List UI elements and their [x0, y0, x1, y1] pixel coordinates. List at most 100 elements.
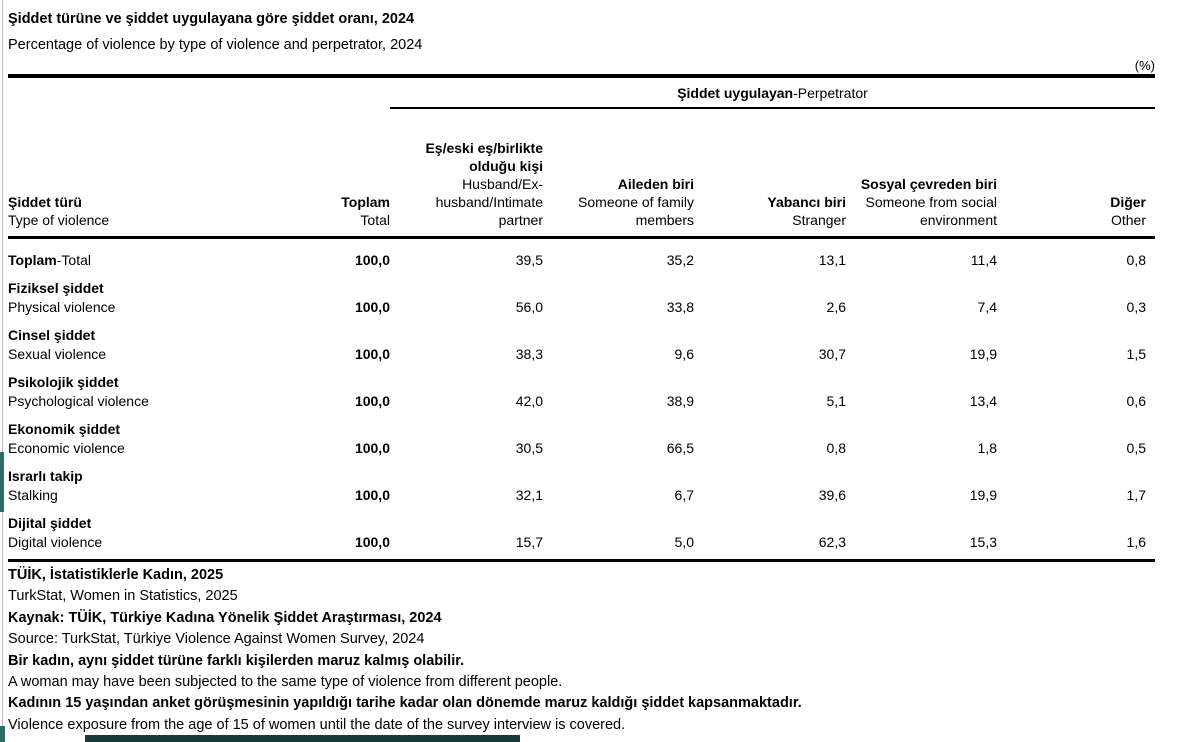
value-cell: 5,0: [674, 534, 694, 550]
row-label-tr: Fiziksel şiddet: [8, 280, 104, 296]
row-label: Ekonomik şiddet Economic violence: [8, 420, 310, 458]
value-cell: 42,0: [515, 393, 543, 409]
table-row-sexual: Cinsel şiddet Sexual violence 100,0 38,3 …: [8, 324, 1155, 371]
column-header-family: Aileden biri Someone of family members: [543, 157, 694, 229]
footnote-line: TÜİK, İstatistiklerle Kadın, 2025: [8, 567, 224, 583]
table-row-physical: Fiziksel şiddet Physical violence 100,0 5…: [8, 277, 1155, 324]
bottom-accent-bar: [85, 735, 520, 742]
bottom-left-accent-mark: [0, 726, 5, 742]
value-cell: 0,8: [826, 440, 846, 456]
left-border-line: [2, 0, 3, 742]
value-cell: 62,3: [818, 534, 846, 550]
row-label-en: Psychological violence: [8, 393, 149, 409]
column-header-other: Diğer Other: [997, 175, 1146, 229]
violence-statistics-table: Şiddet uygulayan-Perpetrator Şiddet türü…: [8, 74, 1155, 562]
row-label-en: Stalking: [8, 487, 58, 503]
value-cell: 0,6: [1126, 393, 1146, 409]
value-cell: 35,2: [666, 252, 694, 268]
row-label-en: Physical violence: [8, 299, 116, 315]
row-label-en: Sexual violence: [8, 346, 107, 362]
value-cell: 13,1: [818, 252, 846, 268]
page-title-tr: Şiddet türüne ve şiddet uygulayana göre …: [8, 11, 415, 27]
value-cell: 100,0: [354, 299, 390, 315]
table-row-total: Toplam-Total 100,0 39,5 35,2 13,1 11,4 0…: [8, 239, 1155, 277]
value-cell: 19,9: [969, 487, 997, 503]
value-cell: 100,0: [354, 346, 390, 362]
value-cell: 5,1: [826, 393, 846, 409]
column-header-type: Şiddet türü Type of violence: [8, 175, 310, 229]
value-cell: 0,5: [1126, 440, 1146, 456]
group-header-row: Şiddet uygulayan-Perpetrator: [8, 78, 1155, 109]
left-accent-mark: [0, 452, 4, 512]
column-header-row: Şiddet türü Type of violence Toplam Total …: [8, 109, 1155, 239]
value-cell: 39,6: [818, 487, 846, 503]
value-cell: 32,1: [515, 487, 543, 503]
column-header-family-tr: Aileden biri: [617, 176, 694, 192]
value-cell: 15,7: [515, 534, 543, 550]
row-label-en: Digital violence: [8, 534, 103, 550]
value-cell: 2,6: [826, 299, 846, 315]
column-header-social: Sosyal çevreden biri Someone from social …: [846, 157, 997, 229]
value-cell: 56,0: [515, 299, 543, 315]
row-label-en: Economic violence: [8, 440, 125, 456]
value-cell: 30,7: [818, 346, 846, 362]
column-header-stranger-en: Stranger: [792, 212, 846, 228]
table-row-economic: Ekonomik şiddet Economic violence 100,0 3…: [8, 418, 1155, 465]
footnote-line: Violence exposure from the age of 15 of …: [8, 716, 626, 733]
row-label: Psikolojik şiddet Psychological violence: [8, 373, 310, 411]
group-header-spacer: [8, 85, 390, 109]
column-header-partner-en: Husband/Ex- husband/Intimate partner: [435, 176, 543, 228]
value-cell: 11,4: [970, 252, 997, 268]
value-cell: 9,6: [674, 346, 694, 362]
column-header-other-en: Other: [1110, 212, 1146, 228]
table-row-digital: Dijital şiddet Digital violence 100,0 15,…: [8, 512, 1155, 559]
row-label-tr: Dijital şiddet: [8, 515, 92, 531]
value-cell: 100,0: [354, 534, 390, 550]
value-cell: 38,3: [515, 346, 543, 362]
footnote-line: A woman may have been subjected to the s…: [8, 674, 563, 691]
row-label: Dijital şiddet Digital violence: [8, 514, 310, 552]
value-cell: 0,8: [1126, 252, 1146, 268]
column-header-stranger-tr: Yabancı biri: [767, 194, 846, 210]
column-header-social-tr: Sosyal çevreden biri: [860, 176, 997, 192]
footnote-line: Bir kadın, aynı şiddet türüne farklı kiş…: [8, 652, 465, 669]
row-label: Israrlı takip Stalking: [8, 467, 310, 505]
value-cell: 15,3: [969, 534, 997, 550]
value-cell: 66,5: [666, 440, 694, 456]
value-cell: 33,8: [666, 299, 694, 315]
column-header-type-en: Type of violence: [8, 212, 110, 228]
column-header-social-en: Someone from social environment: [865, 194, 997, 228]
value-cell: 38,9: [666, 393, 694, 409]
column-header-partner-tr: Eş/eski eş/birlikte olduğu kişi: [425, 140, 543, 174]
value-cell: 6,7: [674, 487, 694, 503]
value-cell: 1,8: [977, 440, 997, 456]
column-header-type-tr: Şiddet türü: [8, 194, 82, 210]
value-cell: 30,5: [515, 440, 543, 456]
row-label-tr: Ekonomik şiddet: [8, 421, 121, 437]
row-label-tr: Toplam: [8, 252, 57, 268]
footnote-line: TurkStat, Women in Statistics, 2025: [8, 588, 238, 605]
column-header-total-tr: Toplam: [341, 194, 390, 210]
value-cell: 7,4: [977, 299, 997, 315]
value-cell: 39,5: [515, 252, 543, 268]
row-label: Toplam-Total: [8, 251, 310, 270]
column-header-partner: Eş/eski eş/birlikte olduğu kişi Husband/E…: [390, 121, 543, 229]
column-header-stranger: Yabancı biri Stranger: [694, 175, 846, 229]
row-label-tr: Israrlı takip: [8, 468, 83, 484]
value-cell: 100,0: [354, 487, 390, 503]
table-row-stalking: Israrlı takip Stalking 100,0 32,1 6,7 39,…: [8, 465, 1155, 512]
value-cell: 1,5: [1126, 346, 1146, 362]
value-cell: 1,6: [1126, 534, 1146, 550]
column-header-total-en: Total: [360, 212, 390, 228]
value-cell: 100,0: [354, 440, 390, 456]
value-cell: 19,9: [969, 346, 997, 362]
row-label-en: -Total: [56, 252, 91, 268]
footnote-line: Kadının 15 yaşından anket görüşmesinin y…: [8, 695, 802, 712]
unit-label: (%): [1134, 58, 1155, 73]
row-label-tr: Cinsel şiddet: [8, 327, 96, 343]
column-header-family-en: Someone of family members: [578, 194, 694, 228]
group-header-label-en: -Perpetrator: [793, 85, 868, 101]
page-title-en: Percentage of violence by type of violen…: [8, 37, 423, 53]
value-cell: 1,7: [1126, 487, 1146, 503]
document-header: Şiddet türüne ve şiddet uygulayana göre …: [0, 0, 1200, 55]
